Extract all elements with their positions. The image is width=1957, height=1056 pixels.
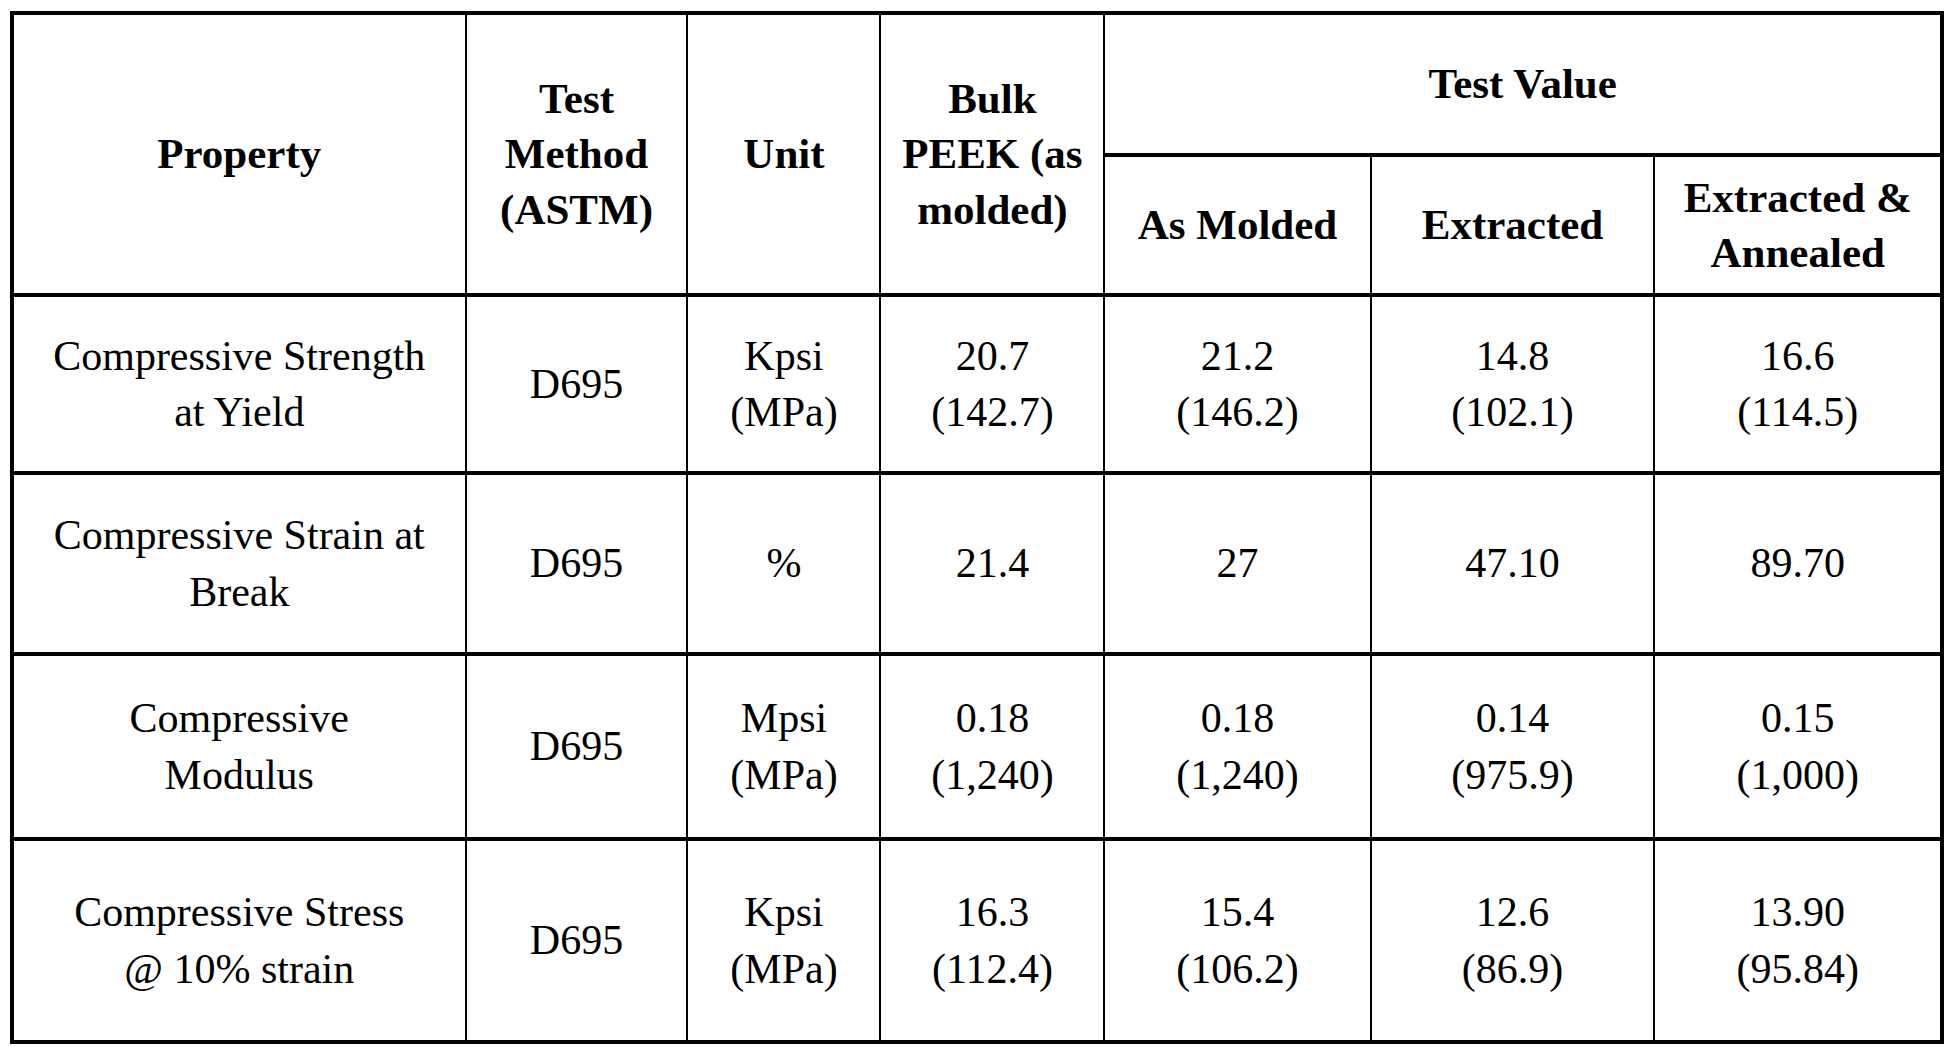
column-header-test-value: Test Value xyxy=(1104,13,1942,155)
cell-bulk-peek: 20.7 (142.7) xyxy=(880,295,1104,473)
cell-extracted-annealed: 89.70 xyxy=(1654,473,1942,654)
cell-extracted-annealed: 13.90 (95.84) xyxy=(1654,839,1942,1042)
cell-as-molded: 0.18 (1,240) xyxy=(1104,654,1370,839)
cell-extracted-annealed: 0.15 (1,000) xyxy=(1654,654,1942,839)
cell-extracted: 14.8 (102.1) xyxy=(1371,295,1655,473)
table-row: Compressive Strength at Yield D695 Kpsi … xyxy=(12,295,1942,473)
cell-bulk-peek: 0.18 (1,240) xyxy=(880,654,1104,839)
cell-extracted: 12.6 (86.9) xyxy=(1371,839,1655,1042)
cell-property: Compressive Strength at Yield xyxy=(12,295,466,473)
cell-bulk-peek: 16.3 (112.4) xyxy=(880,839,1104,1042)
cell-bulk-peek: 21.4 xyxy=(880,473,1104,654)
column-header-as-molded: As Molded xyxy=(1104,155,1370,295)
cell-as-molded: 27 xyxy=(1104,473,1370,654)
column-header-extracted: Extracted xyxy=(1371,155,1655,295)
cell-unit: % xyxy=(687,473,880,654)
document-page: Property Test Method (ASTM) Unit Bulk PE… xyxy=(0,0,1957,1056)
column-header-test-method: Test Method (ASTM) xyxy=(466,13,688,295)
cell-test-method: D695 xyxy=(466,473,688,654)
cell-extracted: 0.14 (975.9) xyxy=(1371,654,1655,839)
cell-as-molded: 21.2 (146.2) xyxy=(1104,295,1370,473)
peek-compressive-properties-table: Property Test Method (ASTM) Unit Bulk PE… xyxy=(10,11,1944,1044)
cell-extracted: 47.10 xyxy=(1371,473,1655,654)
cell-property: Compressive Strain at Break xyxy=(12,473,466,654)
column-header-unit: Unit xyxy=(687,13,880,295)
header-row-1: Property Test Method (ASTM) Unit Bulk PE… xyxy=(12,13,1942,155)
table-row: Compressive Strain at Break D695 % 21.4 … xyxy=(12,473,1942,654)
cell-test-method: D695 xyxy=(466,839,688,1042)
cell-as-molded: 15.4 (106.2) xyxy=(1104,839,1370,1042)
cell-unit: Kpsi (MPa) xyxy=(687,295,880,473)
table-row: Compressive Stress @ 10% strain D695 Kps… xyxy=(12,839,1942,1042)
cell-unit: Mpsi (MPa) xyxy=(687,654,880,839)
column-header-property: Property xyxy=(12,13,466,295)
table-row: Compressive Modulus D695 Mpsi (MPa) 0.18… xyxy=(12,654,1942,839)
column-header-bulk-peek: Bulk PEEK (as molded) xyxy=(880,13,1104,295)
cell-property: Compressive Stress @ 10% strain xyxy=(12,839,466,1042)
cell-extracted-annealed: 16.6 (114.5) xyxy=(1654,295,1942,473)
cell-property: Compressive Modulus xyxy=(12,654,466,839)
cell-test-method: D695 xyxy=(466,295,688,473)
cell-test-method: D695 xyxy=(466,654,688,839)
column-header-extracted-annealed: Extracted & Annealed xyxy=(1654,155,1942,295)
cell-unit: Kpsi (MPa) xyxy=(687,839,880,1042)
